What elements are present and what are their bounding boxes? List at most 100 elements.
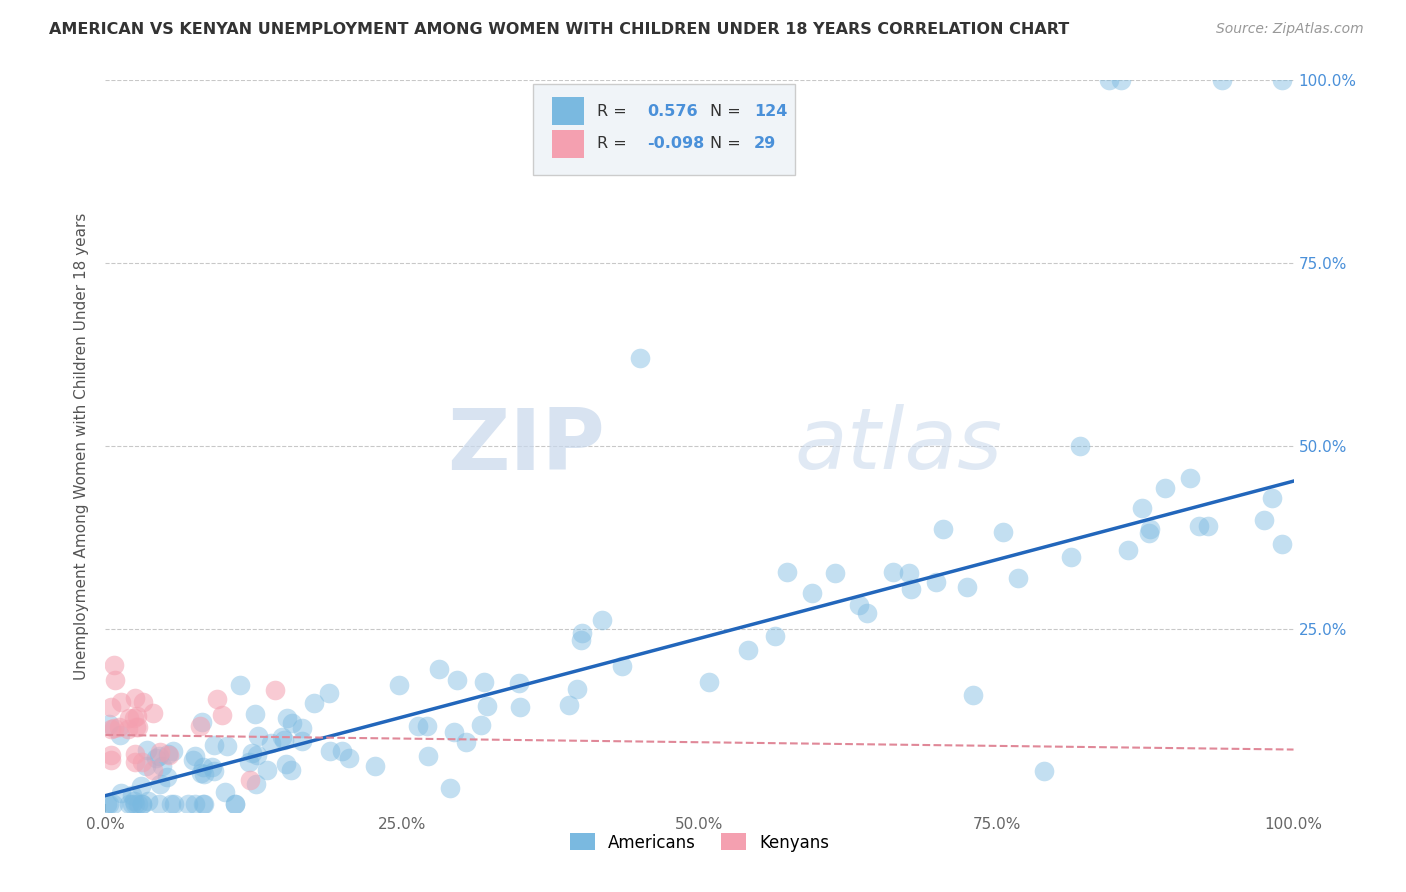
Point	[156, 770, 179, 784]
Point	[270, 730, 292, 744]
Point	[224, 797, 246, 812]
Point	[260, 736, 283, 750]
Point	[228, 678, 250, 692]
Point	[472, 675, 495, 690]
Point	[108, 728, 131, 742]
Point	[202, 764, 225, 779]
Point	[991, 524, 1014, 539]
Point	[245, 706, 267, 721]
Point	[132, 695, 155, 709]
Point	[121, 789, 143, 803]
Point	[104, 673, 127, 687]
Point	[1197, 519, 1219, 533]
Point	[558, 698, 581, 713]
Point	[117, 722, 139, 736]
Point	[149, 777, 172, 791]
Point	[1116, 543, 1139, 558]
Point	[131, 797, 153, 811]
Point	[191, 797, 214, 812]
Point	[628, 351, 651, 366]
Point	[103, 721, 125, 735]
Point	[406, 719, 429, 733]
Point	[136, 794, 159, 808]
Point	[110, 786, 132, 800]
Point	[136, 743, 159, 757]
Point	[211, 708, 233, 723]
Point	[824, 566, 846, 581]
Point	[201, 760, 224, 774]
Point	[446, 673, 468, 688]
Text: N =: N =	[710, 103, 741, 119]
Point	[150, 759, 173, 773]
Point	[274, 756, 297, 771]
Point	[1033, 764, 1056, 779]
Point	[591, 613, 613, 627]
Point	[456, 735, 478, 749]
Point	[193, 797, 215, 812]
FancyBboxPatch shape	[553, 130, 585, 158]
Point	[427, 662, 450, 676]
Point	[163, 797, 186, 812]
Text: R =: R =	[598, 103, 627, 119]
Text: Source: ZipAtlas.com: Source: ZipAtlas.com	[1216, 22, 1364, 37]
Point	[149, 745, 172, 759]
Legend: Americans, Kenyans: Americans, Kenyans	[562, 827, 837, 858]
Point	[100, 700, 122, 714]
Point	[1260, 491, 1282, 505]
Point	[848, 599, 870, 613]
Point	[571, 633, 593, 648]
Point	[214, 785, 236, 799]
Point	[184, 749, 207, 764]
Point	[318, 686, 340, 700]
Text: atlas: atlas	[794, 404, 1002, 488]
Point	[134, 758, 156, 772]
FancyBboxPatch shape	[533, 84, 794, 176]
Point	[108, 720, 131, 734]
Point	[280, 763, 302, 777]
Point	[1271, 73, 1294, 87]
Text: 124: 124	[754, 103, 787, 119]
Point	[184, 797, 207, 812]
Point	[127, 719, 149, 733]
Point	[697, 675, 720, 690]
Point	[932, 522, 955, 536]
Point	[470, 718, 492, 732]
Point	[145, 751, 167, 765]
Point	[416, 719, 439, 733]
Point	[897, 566, 920, 581]
Point	[238, 755, 260, 769]
Point	[1188, 519, 1211, 533]
Point	[508, 676, 530, 690]
Point	[1137, 526, 1160, 541]
Point	[925, 575, 948, 590]
Point	[190, 765, 212, 780]
Point	[291, 721, 314, 735]
Point	[118, 711, 141, 725]
Point	[900, 582, 922, 596]
Point	[98, 717, 121, 731]
Point	[776, 566, 799, 580]
Point	[239, 772, 262, 787]
Point	[181, 753, 204, 767]
Point	[125, 720, 148, 734]
Point	[291, 734, 314, 748]
Point	[1154, 481, 1177, 495]
Point	[121, 797, 143, 812]
Point	[124, 755, 146, 769]
Point	[1060, 549, 1083, 564]
Point	[205, 691, 228, 706]
Point	[1069, 439, 1091, 453]
Point	[1180, 471, 1202, 485]
Text: ZIP: ZIP	[447, 404, 605, 488]
Point	[100, 722, 122, 736]
Point	[103, 658, 125, 673]
Point	[1130, 500, 1153, 515]
Point	[763, 629, 786, 643]
Point	[142, 706, 165, 720]
Text: AMERICAN VS KENYAN UNEMPLOYMENT AMONG WOMEN WITH CHILDREN UNDER 18 YEARS CORRELA: AMERICAN VS KENYAN UNEMPLOYMENT AMONG WO…	[49, 22, 1070, 37]
Point	[439, 780, 461, 795]
Point	[124, 691, 146, 706]
Point	[337, 751, 360, 765]
Point	[124, 797, 146, 812]
Point	[330, 744, 353, 758]
